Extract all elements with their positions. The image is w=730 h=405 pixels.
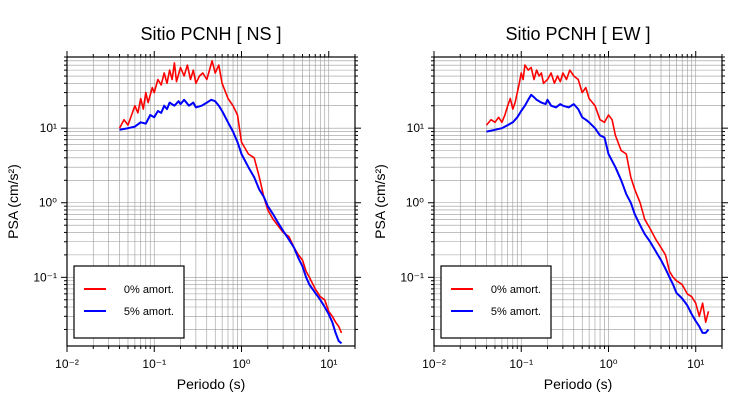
y-tick-label: 10⁰ <box>406 196 424 210</box>
y-tick-label: 10¹ <box>407 121 424 135</box>
y-tick-label: 10⁻¹ <box>400 270 424 284</box>
ticks <box>61 51 361 352</box>
y-axis-label: PSA (cm/s²) <box>5 164 21 239</box>
x-axis-label: Periodo (s) <box>177 376 245 392</box>
x-tick-label: 10⁻² <box>422 357 446 371</box>
legend-label: 5% amort. <box>124 306 174 318</box>
x-tick-label: 10¹ <box>320 357 337 371</box>
chart-title: Sitio PCNH [ EW ] <box>505 24 650 44</box>
x-tick-label: 10⁻¹ <box>142 357 166 371</box>
x-axis-label: Periodo (s) <box>544 376 612 392</box>
chart-panel-1: 10⁻² 10⁻¹ 10⁰ 10¹ 10⁻¹ 10⁰ 10¹ Sitio PCNH [ NS … <box>5 24 361 392</box>
plot-frame <box>66 56 356 347</box>
ticks <box>428 51 728 352</box>
legend-box <box>73 265 185 339</box>
x-tick-label: 10⁻² <box>55 357 79 371</box>
x-tick-label: 10⁰ <box>232 357 250 371</box>
y-tick-label: 10⁻¹ <box>33 270 57 284</box>
series-line-undamped <box>485 64 710 324</box>
y-tick-label: 10¹ <box>40 121 57 135</box>
series-line-damped <box>486 93 710 334</box>
legend-box <box>440 265 552 339</box>
series-line-damped <box>119 98 343 345</box>
x-tick-label: 10¹ <box>687 357 704 371</box>
legend: 0% amort. 5% amort. <box>440 265 552 339</box>
y-tick-label: 10⁰ <box>39 196 57 210</box>
x-tick-label: 10⁰ <box>599 357 617 371</box>
y-axis-label: PSA (cm/s²) <box>372 164 388 239</box>
series-line-undamped <box>118 59 343 334</box>
legend-label: 5% amort. <box>491 306 541 318</box>
chart-title: Sitio PCNH [ NS ] <box>140 24 281 44</box>
x-tick-label: 10⁻¹ <box>509 357 533 371</box>
legend-label: 0% amort. <box>124 284 174 296</box>
legend: 0% amort. 5% amort. <box>73 265 185 339</box>
plot-frame <box>433 56 723 347</box>
legend-label: 0% amort. <box>491 284 541 296</box>
chart-panel-2: 10⁻² 10⁻¹ 10⁰ 10¹ 10⁻¹ 10⁰ 10¹ Sitio PCNH [ EW … <box>372 24 728 392</box>
